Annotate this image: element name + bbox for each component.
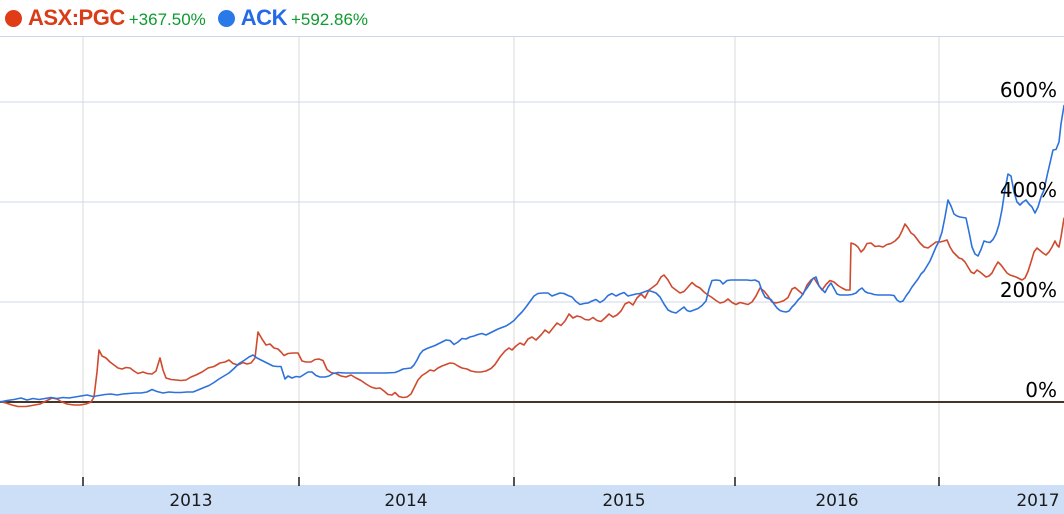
ack-change-value: +592.86% [290, 9, 369, 29]
legend-item-asx-pgc[interactable]: ASX:PGC +367.50% [5, 5, 206, 31]
ack-symbol-label: ACK [240, 5, 288, 30]
pgc-change-value: +367.50% [128, 9, 206, 29]
year-label-2016: 2016 [815, 491, 858, 511]
year-label-2017: 2017 [1016, 491, 1059, 511]
pgc-symbol-label: ASX:PGC [28, 5, 125, 30]
legend: ASX:PGC +367.50% ACK +592.86% [0, 0, 1064, 37]
year-label-2013: 2013 [169, 491, 212, 511]
x-axis-band [0, 485, 1064, 514]
y-axis-label-0: 0% [1025, 378, 1057, 402]
series-line-ack[interactable] [0, 104, 1064, 403]
legend-item-ack[interactable]: ACK +592.86% [217, 5, 369, 31]
year-label-2014: 2014 [384, 491, 427, 511]
pgc-series-dot-icon [5, 9, 22, 27]
y-axis-label-200: 200% [1000, 278, 1057, 302]
chart-area[interactable]: 2013 2014 2015 2016 2017 600% 400% 200% 0% [0, 37, 1064, 514]
y-axis-label-400: 400% [1000, 178, 1057, 202]
series-line-asx-pgc[interactable] [0, 217, 1064, 408]
year-label-2015: 2015 [602, 491, 645, 511]
ack-series-dot-icon [217, 9, 235, 27]
y-axis-label-600: 600% [1000, 78, 1057, 102]
chart-svg: 2013 2014 2015 2016 2017 600% 400% 200% 0% [0, 37, 1064, 514]
